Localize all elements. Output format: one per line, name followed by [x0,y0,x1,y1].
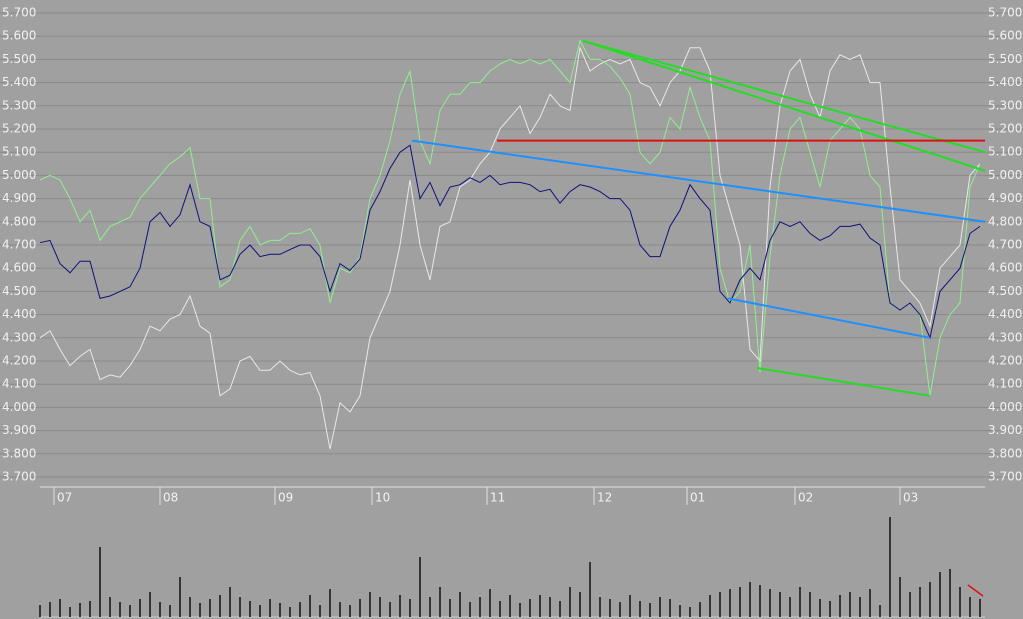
y-tick-label: 3.800 [2,446,36,460]
y-tick-label: 5.400 [2,75,36,89]
y-tick-label: 5.200 [2,122,36,136]
x-tick-label: 03 [903,491,918,505]
x-tick-label: 11 [490,491,505,505]
price-line [39,144,981,340]
y-tick-label-right: 5.500 [988,52,1022,66]
y-tick-label: 5.000 [2,168,36,182]
price-line [39,39,981,396]
y-tick-label: 4.100 [2,377,36,391]
y-tick-label-right: 4.600 [988,261,1022,275]
y-tick-label: 5.500 [2,52,36,66]
y-tick-label-right: 4.700 [988,238,1022,252]
x-tick-label: 09 [278,491,293,505]
y-tick-label-right: 3.800 [988,446,1022,460]
y-tick-label: 4.500 [2,284,36,298]
y-tick-label: 4.200 [2,354,36,368]
y-tick-label-right: 5.300 [988,98,1022,112]
y-tick-label-right: 5.100 [988,145,1022,159]
volume-marker [967,584,984,597]
y-tick-label-right: 4.200 [988,354,1022,368]
y-tick-label-right: 4.900 [988,191,1022,205]
y-tick-label: 5.100 [2,145,36,159]
y-tick-label: 5.600 [2,29,36,43]
y-tick-label-right: 4.500 [988,284,1022,298]
trend-line [411,139,986,223]
y-tick-label-right: 4.000 [988,400,1022,414]
y-tick-label-right: 4.800 [988,214,1022,228]
x-tick-label: 02 [798,491,813,505]
trend-line [582,39,986,154]
y-tick-label: 4.400 [2,307,36,321]
trend-line [582,39,986,172]
y-tick-label-right: 5.400 [988,75,1022,89]
x-tick-label: 12 [597,491,612,505]
x-tick-label: 10 [375,491,390,505]
x-tick-label: 07 [57,491,72,505]
y-tick-label-right: 4.100 [988,377,1022,391]
y-tick-label: 4.600 [2,261,36,275]
y-tick-label: 4.300 [2,330,36,344]
y-tick-label: 4.800 [2,214,36,228]
y-tick-label-right: 5.600 [988,29,1022,43]
y-tick-label-right: 5.700 [988,6,1022,20]
y-tick-label: 4.000 [2,400,36,414]
y-tick-label: 5.700 [2,6,36,20]
trend-line [727,297,931,339]
price-line [39,46,981,450]
y-tick-label-right: 3.700 [988,470,1022,484]
y-tick-label: 4.700 [2,238,36,252]
y-tick-label-right: 4.400 [988,307,1022,321]
x-tick-label: 08 [163,491,178,505]
y-tick-label-right: 4.300 [988,330,1022,344]
y-tick-label-right: 3.900 [988,423,1022,437]
x-tick-label: 01 [690,491,705,505]
y-tick-label: 5.300 [2,98,36,112]
y-tick-label: 4.900 [2,191,36,205]
y-tick-label-right: 5.000 [988,168,1022,182]
y-tick-label: 3.700 [2,470,36,484]
y-tick-label: 3.900 [2,423,36,437]
y-tick-label-right: 5.200 [988,122,1022,136]
trend-line [756,366,931,397]
